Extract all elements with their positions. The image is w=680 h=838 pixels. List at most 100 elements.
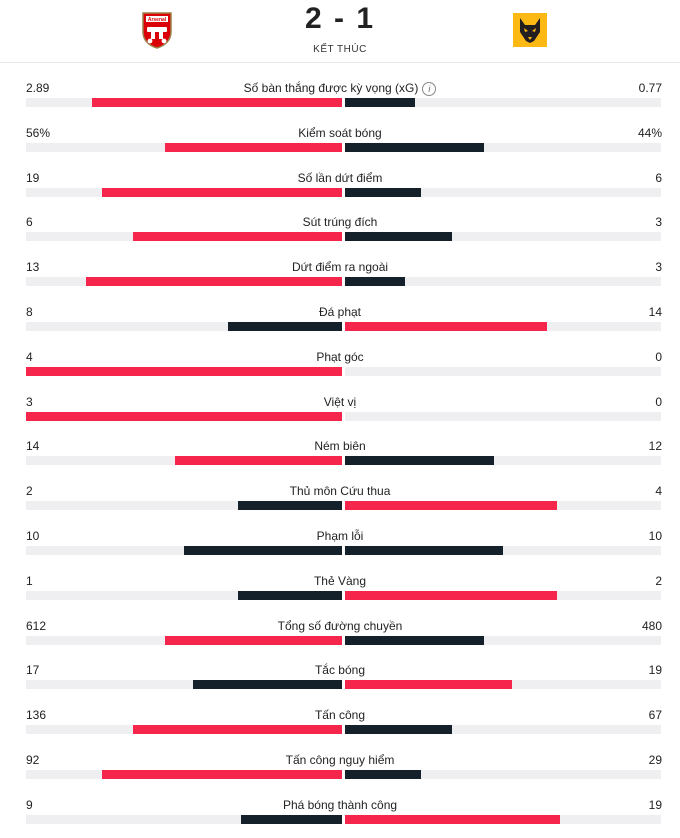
home-value: 136 (26, 708, 47, 723)
stat-label-text: Số lần dứt điểm (297, 170, 383, 185)
home-bar-track (26, 411, 342, 421)
home-bar-track (26, 814, 342, 824)
away-bar (345, 98, 415, 107)
stat-label-text: Đá phạt (318, 304, 362, 319)
match-header: Arsenal 2 - 1 KẾT THÚC (0, 0, 680, 63)
away-bar-track (345, 321, 661, 331)
home-bar (165, 635, 342, 645)
away-bar-track (345, 501, 661, 511)
away-bar-track (345, 366, 661, 376)
stat-label: Ném biên (0, 439, 680, 453)
home-bar (237, 501, 342, 511)
arsenal-crest-icon[interactable]: Arsenal (137, 10, 177, 50)
home-bar (237, 590, 342, 600)
home-bar (26, 411, 342, 421)
away-value: 480 (641, 618, 662, 633)
away-value: 0.77 (638, 81, 662, 95)
home-value: 4 (26, 349, 33, 364)
away-bar (345, 590, 557, 600)
away-bar (345, 545, 503, 555)
away-bar (345, 187, 421, 197)
stat-label-text: Tổng số đường chuyền (277, 618, 403, 633)
away-bar-track (345, 411, 661, 421)
stat-label: Số bàn thắng được kỳ vọng (xG) i (0, 81, 680, 96)
stat-label: Tổng số đường chuyền (0, 619, 680, 633)
home-bar-track (26, 98, 342, 107)
home-bar (193, 680, 342, 690)
stat-row: 10 Phạm lỗi 10 (0, 512, 680, 557)
home-bar-track (26, 725, 342, 735)
info-icon[interactable]: i (422, 81, 437, 96)
away-bar-track (345, 142, 661, 152)
stat-label-text: Tấn công nguy hiểm (285, 752, 395, 767)
home-value: 10 (26, 528, 40, 543)
stat-label-text: Việt vị (323, 394, 357, 409)
stat-label-text: Dứt điểm ra ngoài (291, 260, 389, 275)
stat-label: Dứt điểm ra ngoài (0, 260, 680, 274)
stat-label-text: Tắc bóng (314, 663, 366, 678)
home-bar-track (26, 590, 342, 600)
stat-row: 56% Kiểm soát bóng 44% (0, 109, 680, 154)
home-bar (86, 277, 342, 287)
away-bar-track (345, 98, 661, 107)
away-bar (345, 142, 485, 152)
stat-label-text: Kiểm soát bóng (298, 125, 382, 140)
stat-label: Thủ môn Cứu thua (0, 484, 680, 498)
stat-label-text: Phạm lỗi (316, 528, 364, 543)
away-value: 6 (655, 170, 662, 185)
home-bar (165, 142, 342, 152)
home-bar (26, 366, 342, 376)
away-value: 3 (655, 215, 662, 230)
stat-label: Thẻ Vàng (0, 574, 680, 588)
away-bar-track (345, 590, 661, 600)
home-bar-track (26, 366, 342, 376)
away-bar-track (345, 725, 661, 735)
home-value: 2.89 (26, 81, 50, 95)
stat-row: 19 Số lần dứt điểm 6 (0, 154, 680, 199)
stat-label-text: Phạt góc (316, 349, 364, 364)
away-bar (345, 635, 485, 645)
away-value: 2 (655, 573, 662, 588)
away-bar (345, 321, 548, 331)
away-bar-track (345, 456, 661, 466)
stat-label: Tắc bóng (0, 663, 680, 677)
stat-row: 4 Phạt góc 0 (0, 333, 680, 378)
stat-label-text: Thẻ Vàng (313, 573, 367, 588)
stat-row: 2.89 Số bàn thắng được kỳ vọng (xG) i 0.77 (0, 64, 680, 109)
away-bar (345, 456, 494, 466)
away-bar (345, 725, 453, 735)
stat-row: 17 Tắc bóng 19 (0, 646, 680, 691)
match-score: 2 - 1 (304, 2, 376, 35)
wolves-crest-icon[interactable] (510, 10, 550, 50)
away-value: 19 (648, 663, 662, 678)
away-bar-track (345, 277, 661, 287)
stat-label: Sút trúng đích (0, 215, 680, 229)
stat-label-text: Ném biên (314, 439, 366, 454)
home-bar-track (26, 769, 342, 779)
stat-row: 136 Tấn công 67 (0, 691, 680, 736)
away-bar-track (345, 680, 661, 690)
home-bar (101, 769, 342, 779)
stat-row: 13 Dứt điểm ra ngoài 3 (0, 243, 680, 288)
home-bar-track (26, 635, 342, 645)
away-bar (345, 680, 513, 690)
home-bar-track (26, 545, 342, 555)
stat-label: Số lần dứt điểm (0, 171, 680, 185)
home-value: 17 (26, 663, 40, 678)
home-value: 8 (26, 304, 33, 319)
home-value: 13 (26, 260, 40, 275)
away-value: 0 (655, 394, 662, 409)
stat-label: Phá bóng thành công (0, 798, 680, 812)
home-bar-track (26, 501, 342, 511)
home-value: 3 (26, 394, 33, 409)
stat-label-text: Số bàn thắng được kỳ vọng (xG) (243, 81, 419, 95)
home-bar-track (26, 277, 342, 287)
away-bar (345, 814, 560, 824)
home-value: 2 (26, 484, 33, 499)
away-value: 12 (648, 439, 662, 454)
away-value: 10 (648, 528, 662, 543)
stat-label: Tấn công (0, 708, 680, 722)
stat-row: 612 Tổng số đường chuyền 480 (0, 602, 680, 647)
home-value: 9 (26, 797, 33, 812)
away-value: 0 (655, 349, 662, 364)
